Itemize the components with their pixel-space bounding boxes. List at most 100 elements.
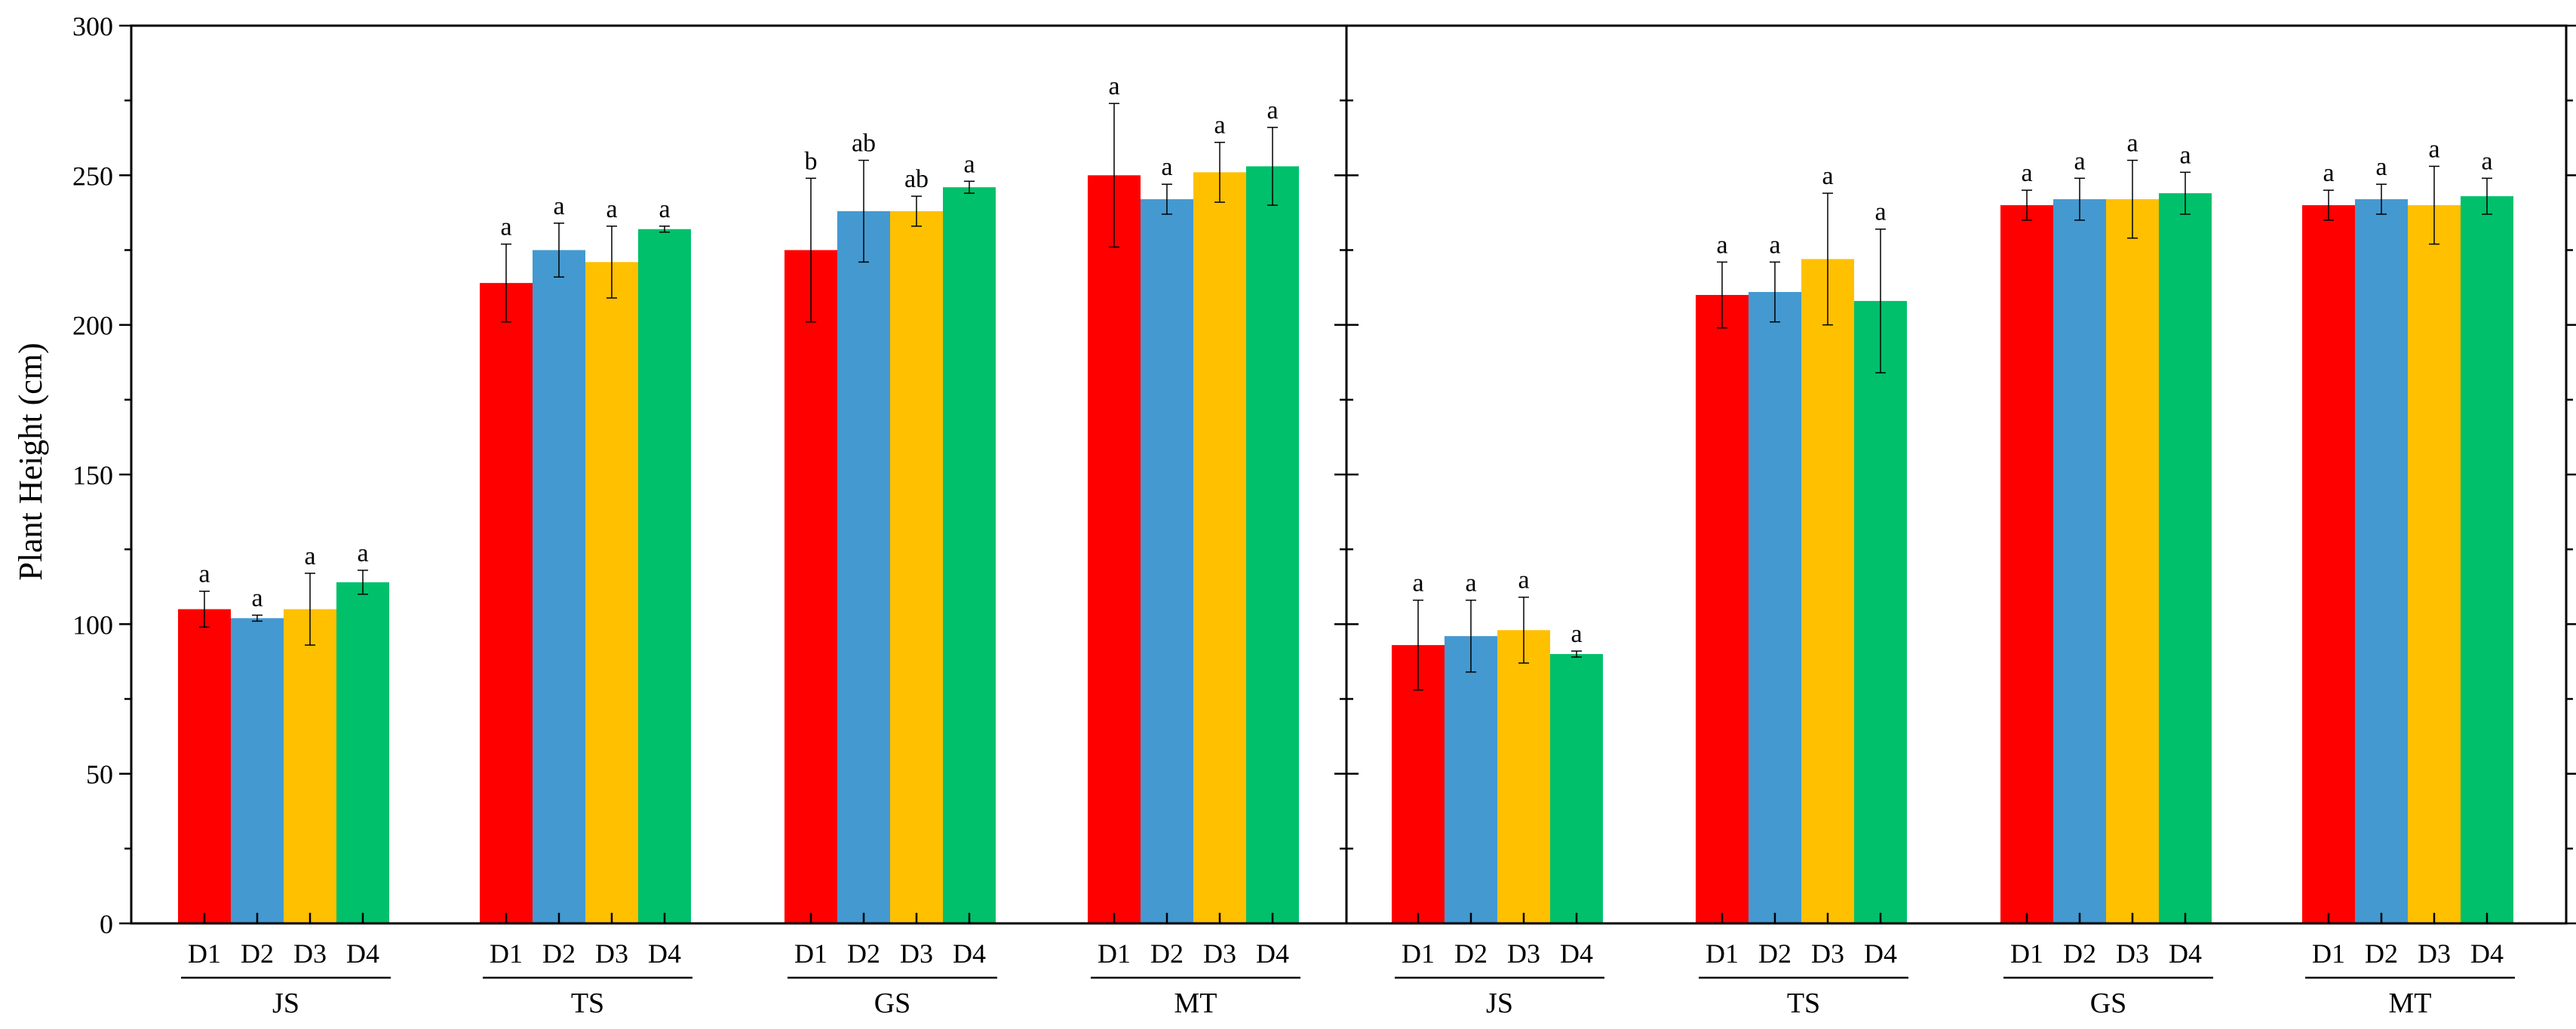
bar bbox=[1801, 259, 1854, 923]
significance-letter: a bbox=[1822, 162, 1833, 190]
bar bbox=[1193, 172, 1246, 923]
bar bbox=[784, 250, 837, 923]
y-tick-label: 300 bbox=[72, 11, 113, 41]
x-category-label: D2 bbox=[1454, 938, 1488, 969]
significance-letter: a bbox=[2481, 147, 2492, 175]
bar bbox=[284, 609, 336, 923]
significance-letter: a bbox=[1570, 620, 1582, 648]
group-label: MT bbox=[1174, 988, 1217, 1019]
y-axis-title: Plant Height (cm) bbox=[12, 342, 49, 580]
bar bbox=[1550, 654, 1603, 923]
y-tick-label: 100 bbox=[72, 610, 113, 640]
significance-letter: ab bbox=[852, 130, 876, 158]
x-category-label: D2 bbox=[2063, 938, 2096, 969]
significance-letter: a bbox=[2375, 153, 2387, 181]
bar bbox=[585, 262, 638, 923]
bar bbox=[2461, 196, 2513, 924]
x-category-label: D1 bbox=[1098, 938, 1131, 969]
x-category-label: D1 bbox=[1402, 938, 1435, 969]
significance-letter: a bbox=[1465, 570, 1476, 597]
significance-letter: a bbox=[2323, 159, 2334, 187]
significance-letter: a bbox=[1214, 112, 1225, 140]
x-category-label: D3 bbox=[595, 938, 628, 969]
significance-letter: a bbox=[304, 542, 315, 570]
significance-letter: a bbox=[1874, 198, 1886, 226]
x-category-label: D2 bbox=[847, 938, 880, 969]
bar bbox=[231, 618, 284, 923]
x-category-label: D4 bbox=[648, 938, 681, 969]
bar bbox=[890, 210, 943, 923]
bar bbox=[1497, 630, 1550, 923]
significance-letter: a bbox=[251, 584, 263, 612]
x-category-label: D1 bbox=[2010, 938, 2043, 969]
bar bbox=[2159, 193, 2212, 924]
bar bbox=[1696, 295, 1749, 923]
bar bbox=[2355, 199, 2408, 924]
bar bbox=[1445, 636, 1497, 923]
significance-letter: a bbox=[357, 539, 368, 567]
x-category-label: D1 bbox=[1706, 938, 1739, 969]
x-category-label: D4 bbox=[2470, 938, 2504, 969]
bar bbox=[2106, 199, 2159, 924]
bar bbox=[1141, 199, 1193, 924]
significance-letter: a bbox=[553, 192, 564, 220]
significance-letter: a bbox=[1161, 153, 1172, 181]
significance-letter: a bbox=[1518, 567, 1529, 594]
bar bbox=[1749, 292, 1801, 923]
bar bbox=[2408, 205, 2461, 923]
x-category-label: D4 bbox=[1864, 938, 1897, 969]
significance-letter: a bbox=[2074, 147, 2085, 175]
bar bbox=[533, 250, 585, 923]
group-label: GS bbox=[874, 988, 911, 1019]
bars-layer bbox=[178, 166, 2513, 924]
bar bbox=[178, 609, 231, 923]
group-label: JS bbox=[1486, 988, 1513, 1019]
significance-letter: a bbox=[2179, 141, 2191, 169]
x-category-label: D3 bbox=[900, 938, 933, 969]
error-bars-layer bbox=[199, 103, 2492, 691]
x-category-label: D2 bbox=[542, 938, 576, 969]
axis-ticks-layer bbox=[119, 24, 2576, 979]
significance-letter: a bbox=[963, 150, 975, 178]
significance-letter: a bbox=[2126, 130, 2138, 158]
x-category-label: D2 bbox=[241, 938, 274, 969]
x-category-label: D1 bbox=[188, 938, 221, 969]
significance-letter: ab bbox=[904, 165, 929, 193]
bar bbox=[638, 229, 691, 923]
significance-letter: a bbox=[1769, 231, 1780, 259]
labels-layer: 0 50 100 150 200 250 300 a D1 a D2 a D3 a D4 JS a D1 a D2 a D… bbox=[72, 11, 2504, 1019]
group-label: TS bbox=[1787, 988, 1820, 1019]
significance-letter: a bbox=[1716, 231, 1727, 259]
y-tick-label: 150 bbox=[72, 460, 113, 490]
significance-letter: a bbox=[659, 195, 670, 223]
bar bbox=[1246, 166, 1299, 923]
bar bbox=[336, 582, 389, 923]
bar bbox=[480, 283, 533, 924]
bar bbox=[1088, 175, 1141, 924]
x-category-label: D4 bbox=[2169, 938, 2202, 969]
group-label: TS bbox=[571, 988, 604, 1019]
x-category-label: D3 bbox=[1507, 938, 1540, 969]
x-category-label: D3 bbox=[2418, 938, 2451, 969]
bar bbox=[2000, 205, 2053, 923]
significance-letter: a bbox=[198, 561, 210, 588]
x-category-label: D3 bbox=[1203, 938, 1236, 969]
significance-letter: a bbox=[1267, 97, 1278, 124]
x-category-label: D1 bbox=[2312, 938, 2345, 969]
x-category-label: D1 bbox=[490, 938, 523, 969]
bar bbox=[837, 210, 890, 923]
y-tick-label: 50 bbox=[86, 760, 113, 790]
significance-letter: a bbox=[1412, 570, 1423, 597]
bar bbox=[2302, 205, 2355, 923]
y-tick-label: 200 bbox=[72, 311, 113, 341]
x-category-label: D2 bbox=[1150, 938, 1184, 969]
x-category-label: D4 bbox=[953, 938, 986, 969]
x-category-label: D2 bbox=[2365, 938, 2398, 969]
x-category-label: D4 bbox=[346, 938, 379, 969]
bar bbox=[2053, 199, 2106, 924]
group-label: MT bbox=[2389, 988, 2432, 1019]
x-category-label: D3 bbox=[2116, 938, 2149, 969]
significance-letter: a bbox=[1108, 72, 1119, 100]
significance-letter: b bbox=[805, 147, 818, 175]
